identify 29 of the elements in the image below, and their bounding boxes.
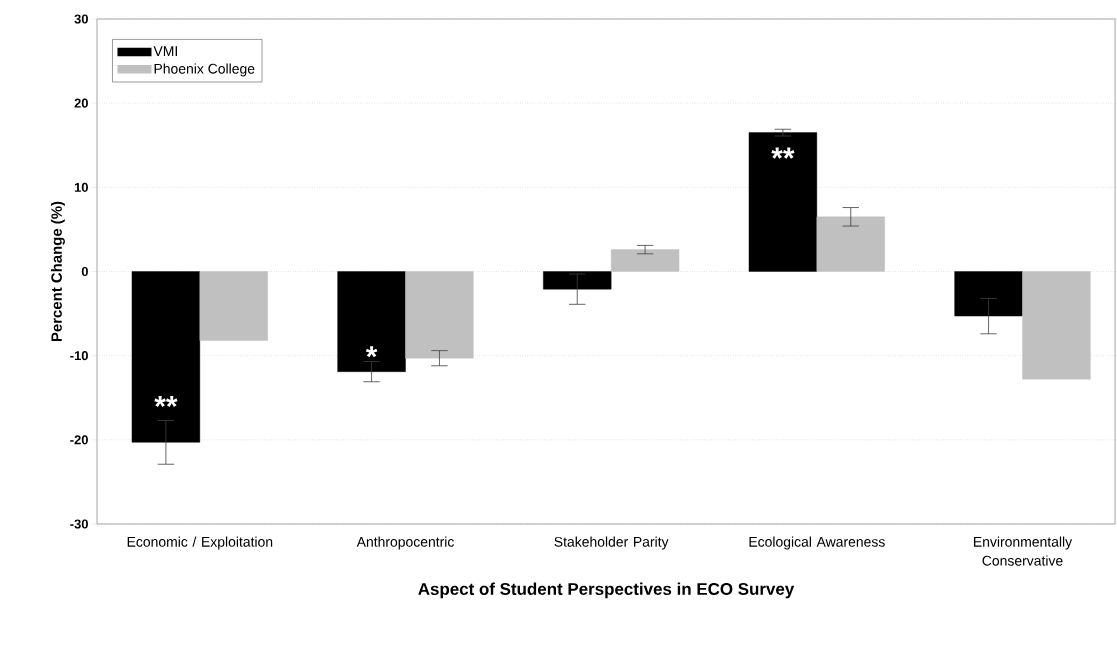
bar — [543, 271, 612, 290]
x-tick-label: Ecological Awareness — [749, 536, 885, 550]
x-tick-label: Anthropocentric — [356, 536, 454, 550]
y-tick-label: 20 — [74, 98, 88, 108]
y-tick-label: -30 — [70, 519, 88, 529]
y-tick-label: 0 — [81, 266, 88, 277]
x-tick-label: Stakeholder Parity — [554, 536, 669, 550]
legend-label: Phoenix College — [154, 63, 255, 77]
x-tick-label: Environmentally Conservative — [974, 536, 1073, 566]
bar — [337, 271, 406, 372]
bar — [816, 216, 885, 272]
bar — [954, 271, 1023, 317]
y-tick-label: 30 — [74, 14, 88, 24]
legend-label: VMI — [153, 46, 177, 56]
bar — [199, 271, 268, 341]
bar — [405, 271, 474, 359]
annotation: ** — [154, 395, 178, 408]
x-axis-title: Aspect of Student Perspectives in ECO Survey — [418, 582, 795, 599]
y-tick-label: -20 — [70, 435, 88, 445]
y-tick-label: 10 — [74, 182, 88, 192]
bar — [748, 132, 818, 272]
annotation: * — [365, 346, 378, 358]
bar — [610, 249, 680, 272]
bar — [131, 271, 201, 443]
y-axis-title: Percent Change (%) — [50, 201, 65, 342]
annotation: ** — [771, 147, 795, 159]
bar — [1022, 271, 1091, 380]
x-tick-label: Economic / Exploitation — [127, 536, 273, 550]
y-tick-label: -10 — [70, 351, 88, 361]
